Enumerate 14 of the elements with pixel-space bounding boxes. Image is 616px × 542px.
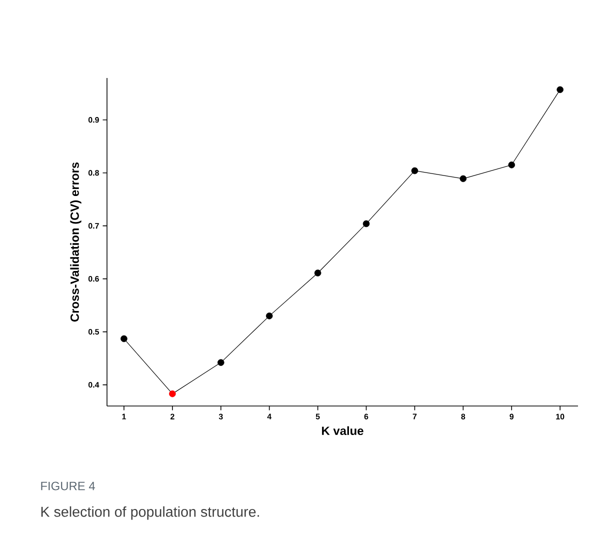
point — [556, 86, 564, 94]
caption: FIGURE 4 — [41, 482, 95, 490]
point — [120, 335, 128, 342]
point — [266, 312, 273, 320]
point — [217, 359, 224, 366]
point — [169, 390, 176, 398]
point — [362, 220, 370, 228]
y-axis-title: Cross-Validation (CV) errors — [70, 162, 82, 322]
text: K selection of population structure. — [41, 506, 259, 520]
point — [508, 162, 516, 168]
point — [314, 270, 322, 276]
x-axis-title: K value — [322, 426, 364, 436]
point — [460, 175, 467, 182]
point — [411, 167, 418, 174]
